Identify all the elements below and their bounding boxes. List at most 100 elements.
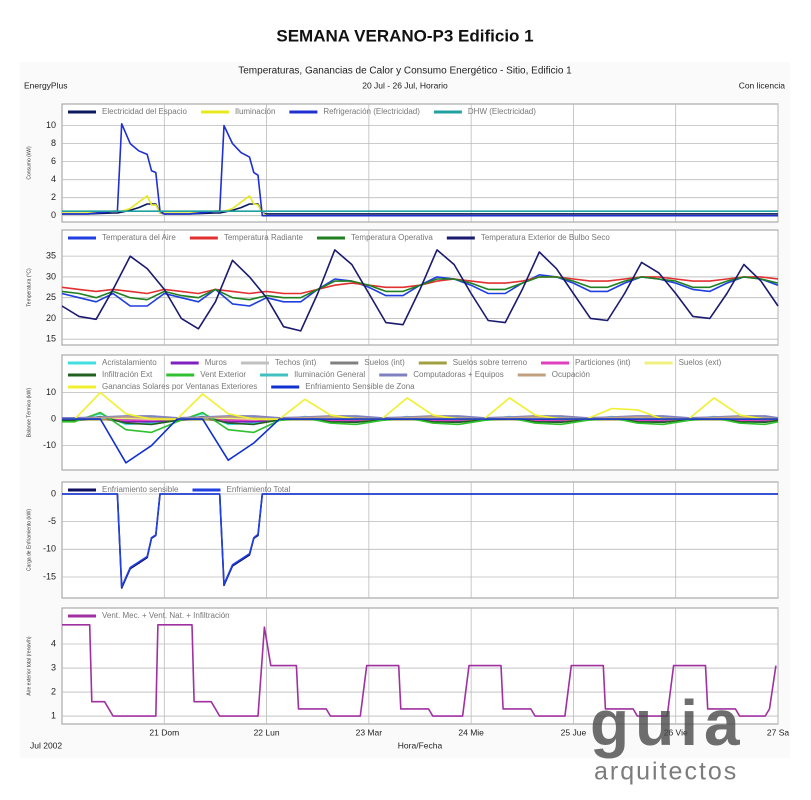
legend-item: Ocupación [517, 370, 590, 379]
legend-label: Suelos sobre terreno [453, 358, 528, 367]
y-tick-label: 2 [51, 686, 56, 696]
legend-item: Temperatura Exterior de Bulbo Seco [446, 233, 611, 242]
y-tick-label: -15 [43, 571, 56, 581]
legend-label: Techos (int) [275, 358, 317, 367]
legend-label: Iluminación General [294, 370, 365, 379]
x-tick-label: 26 Vie [664, 727, 688, 737]
y-axis-label: Carga de Enfriamiento (kW) [26, 509, 32, 571]
legend-label: Temperatura del Aire [102, 233, 176, 242]
y-tick-label: 2 [51, 192, 56, 202]
legend-label: Enfriamiento sensible [102, 485, 179, 494]
y-tick-label: 15 [46, 334, 56, 344]
legend-item: Temperatura Operativa [316, 233, 433, 242]
y-tick-label: 0 [51, 413, 56, 423]
legend-label: Vent Exterior [200, 370, 246, 379]
legend-label: Temperatura Radiante [224, 233, 304, 242]
y-tick-label: 0 [51, 210, 56, 220]
legend-item: Ganancias Solares por Ventanas Exteriore… [68, 382, 257, 391]
legend-item: Iluminación General [260, 370, 365, 379]
legend-item: Enfriamiento Sensible de Zona [271, 382, 415, 391]
legend-item: Suelos sobre terreno [418, 358, 528, 367]
y-tick-label: 10 [46, 387, 56, 397]
y-tick-label: 3 [51, 662, 56, 672]
y-tick-label: 25 [46, 292, 56, 302]
legend-label: Enfriamiento Sensible de Zona [305, 382, 415, 391]
series-line [62, 418, 778, 464]
x-tick-label: 21 Dom [149, 727, 179, 737]
plot-area [61, 607, 779, 725]
y-tick-label: 6 [51, 156, 56, 166]
legend-label: Vent. Mec. + Vent. Nat. + Infiltración [102, 611, 230, 620]
legend-label: Temperatura Exterior de Bulbo Seco [481, 233, 611, 242]
legend-label: Iluminación [235, 107, 275, 116]
legend-item: Computadoras + Equipos [379, 370, 504, 379]
y-tick-label: -10 [43, 544, 56, 554]
y-axis-label: Temperatura (°C) [26, 268, 32, 307]
y-tick-label: -5 [48, 516, 56, 526]
legend-label: Infiltración Ext [102, 370, 153, 379]
x-tick-label: 27 Sa [767, 727, 789, 737]
watermark-tagline: arquitectos [594, 758, 738, 786]
y-tick-label: 20 [46, 313, 56, 323]
series-line [62, 415, 779, 419]
plot-area [61, 103, 779, 223]
legend-item: Particiones (int) [541, 358, 631, 367]
license-label: Con licencia [739, 80, 786, 90]
legend-label: Muros [205, 358, 227, 367]
legend-label: Ocupación [552, 370, 590, 379]
y-tick-label: 4 [51, 638, 56, 648]
legend-label: Enfriamiento Total [226, 485, 290, 494]
date-label: Jul 2002 [30, 740, 62, 750]
source-label: EnergyPlus [24, 80, 67, 90]
legend-label: Computadoras + Equipos [413, 370, 504, 379]
legend-item: Muros [170, 358, 227, 367]
legend-item: Suelos (ext) [644, 358, 722, 367]
legend-item: Acristalamiento [68, 358, 157, 367]
legend-item: Enfriamiento Total [192, 485, 291, 494]
legend-item: Temperatura del Aire [68, 233, 176, 242]
x-axis-label: Hora/Fecha [398, 740, 443, 750]
y-axis-label: Aire exterior total (renov/h) [26, 636, 32, 696]
y-axis-label: Balance Térmico (kW) [26, 387, 32, 437]
legend-label: Suelos (int) [364, 358, 405, 367]
legend-label: Acristalamiento [102, 358, 157, 367]
legend-label: Refrigeración (Electricidad) [323, 107, 420, 116]
series-line [61, 276, 779, 301]
x-tick-label: 22 Lun [254, 727, 280, 737]
chart-subtitle: Temperaturas, Ganancias de Calor y Consu… [238, 66, 572, 77]
page-title: SEMANA VERANO-P3 Edificio 1 [276, 26, 533, 45]
legend-item: Iluminación [200, 107, 275, 116]
y-tick-label: 35 [46, 251, 56, 261]
y-tick-label: 8 [51, 138, 56, 148]
legend-item: Techos (int) [240, 358, 317, 367]
x-tick-label: 24 Mie [458, 727, 484, 737]
legend-label: Suelos (ext) [679, 358, 722, 367]
legend-item: Enfriamiento sensible [68, 485, 179, 494]
y-tick-label: -10 [43, 440, 56, 450]
legend-label: Ganancias Solares por Ventanas Exteriore… [102, 382, 257, 391]
legend-label: Particiones (int) [575, 358, 631, 367]
legend-item: Suelos (int) [330, 358, 405, 367]
legend-item: Vent. Mec. + Vent. Nat. + Infiltración [68, 611, 230, 620]
series-line [62, 624, 777, 717]
y-tick-label: 10 [46, 120, 56, 130]
legend-item: Infiltración Ext [68, 370, 153, 379]
legend-item: Refrigeración (Electricidad) [289, 107, 420, 116]
legend-label: DHW (Electricidad) [468, 107, 536, 116]
x-tick-label: 25 Jue [561, 727, 587, 737]
y-axis-label: Consumo (kW) [26, 146, 32, 180]
watermark-brand: guia [590, 687, 746, 759]
y-tick-label: 1 [51, 710, 56, 720]
y-tick-label: 0 [51, 488, 56, 498]
legend-item: Electricidad del Espacio [68, 107, 187, 116]
period-label: 20 Jul - 26 Jul, Horario [362, 80, 448, 90]
series-line [61, 249, 779, 332]
legend-label: Temperatura Operativa [351, 233, 433, 242]
legend-item: Temperatura Radiante [189, 233, 304, 242]
legend-item: Vent Exterior [166, 370, 246, 379]
series-line [62, 493, 778, 588]
x-tick-label: 23 Mar [356, 727, 383, 737]
y-tick-label: 4 [51, 174, 56, 184]
